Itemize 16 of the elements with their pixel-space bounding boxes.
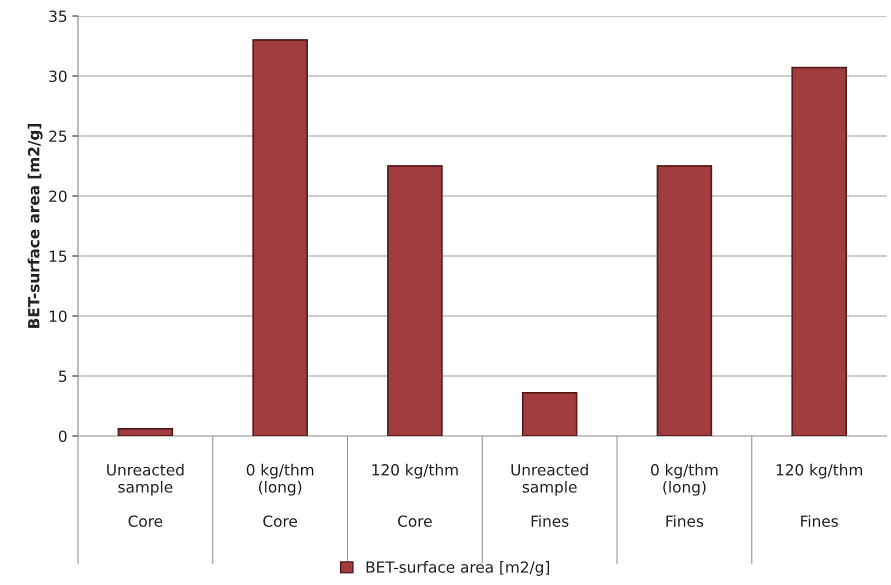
y-tick-label: 5 [59,370,66,382]
y-tick-label: 35 [49,10,66,22]
category-label: 120 kg/thm Fines [776,464,862,527]
y-tick-label: 20 [49,190,67,202]
y-axis-title: BET-surface area [m2/g] [28,124,43,328]
y-tick-label: 10 [50,310,67,322]
category-label: 120 kg/thm Core [372,464,458,527]
category-label: Unreacted sample Core [107,464,184,527]
category-label: 0 kg/thm (long) Core [246,464,314,527]
y-tick-label: 15 [50,250,66,262]
category-label: Unreacted sample Fines [511,464,588,527]
category-label: 0 kg/thm (long) Fines [651,464,718,527]
y-tick-label: 0 [58,430,67,442]
legend-label: BET-surface area [m2/g] [366,561,550,576]
y-tick-label: 25 [49,130,66,142]
y-tick-label: 30 [49,70,67,82]
